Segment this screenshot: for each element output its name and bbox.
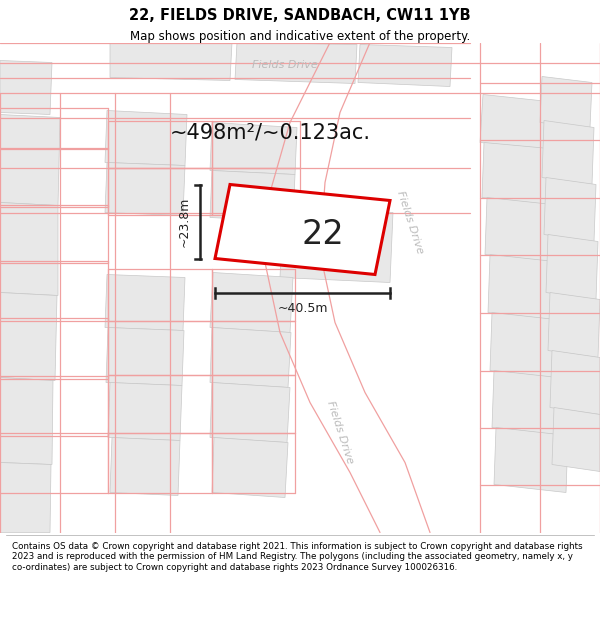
Polygon shape xyxy=(0,378,53,464)
Text: Map shows position and indicative extent of the property.: Map shows position and indicative extent… xyxy=(130,30,470,42)
Polygon shape xyxy=(210,272,293,332)
Polygon shape xyxy=(550,351,600,414)
Polygon shape xyxy=(544,177,596,241)
Text: ~40.5m: ~40.5m xyxy=(277,302,328,316)
Polygon shape xyxy=(210,122,297,174)
Polygon shape xyxy=(358,44,452,86)
Polygon shape xyxy=(488,254,564,321)
Polygon shape xyxy=(210,382,290,442)
Polygon shape xyxy=(548,292,600,357)
Polygon shape xyxy=(0,202,58,296)
Text: 22: 22 xyxy=(301,218,344,251)
Polygon shape xyxy=(212,438,288,498)
Text: 22, FIELDS DRIVE, SANDBACH, CW11 1YB: 22, FIELDS DRIVE, SANDBACH, CW11 1YB xyxy=(129,8,471,22)
Polygon shape xyxy=(546,234,598,299)
Polygon shape xyxy=(108,382,182,441)
Polygon shape xyxy=(492,371,567,436)
Polygon shape xyxy=(490,312,565,379)
Polygon shape xyxy=(540,76,592,128)
Polygon shape xyxy=(280,206,393,282)
Polygon shape xyxy=(485,198,562,262)
Polygon shape xyxy=(105,111,187,166)
Polygon shape xyxy=(494,428,568,493)
Text: Fields Drive: Fields Drive xyxy=(395,190,425,255)
Polygon shape xyxy=(0,61,52,114)
Text: Fields Drive: Fields Drive xyxy=(325,400,355,465)
Polygon shape xyxy=(0,462,51,532)
Text: Contains OS data © Crown copyright and database right 2021. This information is : Contains OS data © Crown copyright and d… xyxy=(12,542,583,571)
Polygon shape xyxy=(235,42,357,84)
Text: Fields Drive: Fields Drive xyxy=(252,59,318,69)
Polygon shape xyxy=(482,142,560,206)
Polygon shape xyxy=(210,328,291,388)
Polygon shape xyxy=(210,171,295,221)
Polygon shape xyxy=(215,184,390,274)
Polygon shape xyxy=(0,114,60,206)
Polygon shape xyxy=(110,42,232,81)
Text: ~498m²/~0.123ac.: ~498m²/~0.123ac. xyxy=(170,122,371,142)
Polygon shape xyxy=(105,162,185,216)
Polygon shape xyxy=(110,438,180,496)
Text: ~23.8m: ~23.8m xyxy=(178,196,191,247)
Polygon shape xyxy=(480,94,558,149)
Polygon shape xyxy=(542,121,594,184)
Polygon shape xyxy=(552,408,600,471)
Polygon shape xyxy=(106,328,184,386)
Polygon shape xyxy=(0,292,57,381)
Polygon shape xyxy=(105,274,185,331)
